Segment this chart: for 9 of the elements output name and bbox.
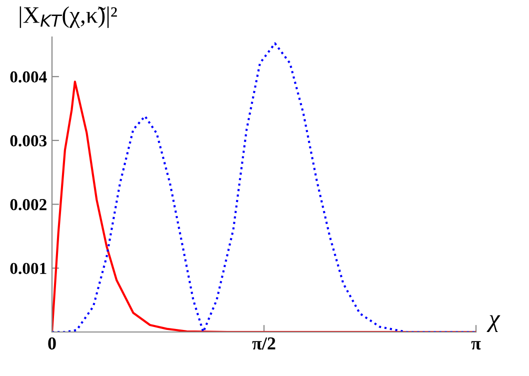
y-tick-label: 0.002 (10, 198, 46, 210)
y-tick-label: 0.004 (10, 71, 47, 83)
x-tick-label: 0 (48, 337, 56, 350)
y-tick-label: 0.001 (10, 262, 46, 274)
x-tick-label: π (471, 341, 481, 350)
y-axis-title: |X$_{KT}$(χ,κ̃)|² (20, 6, 117, 28)
y-tick-label: 0.003 (10, 135, 47, 146)
x-axis-title: χ (486, 315, 500, 332)
x-tick-label: π/2 (252, 337, 276, 350)
